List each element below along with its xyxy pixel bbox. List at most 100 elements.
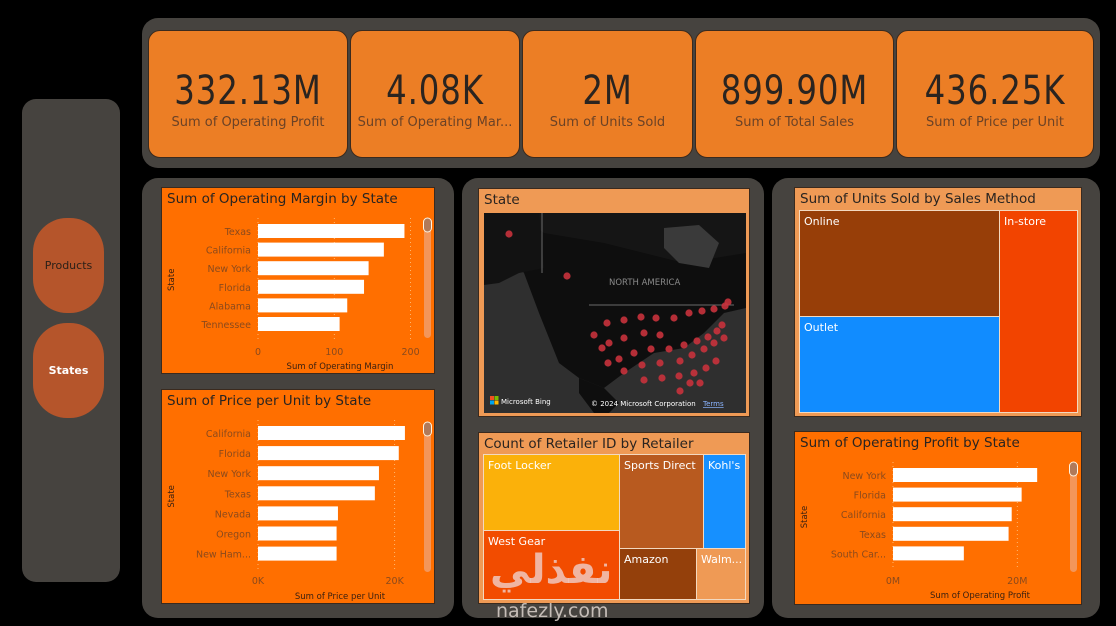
map-svg: NORTH AMERICA Microsoft Bing © 2024 Micr… [484,213,746,413]
bar[interactable] [258,279,365,294]
map-dot[interactable] [688,351,696,359]
kpi-card-operating-margin[interactable]: 4.08K Sum of Operating Mar... [350,30,520,158]
bar[interactable] [258,261,369,276]
bar[interactable] [258,446,399,461]
map-dot[interactable] [630,349,638,357]
map-dot[interactable] [665,345,673,353]
y-category-label: New York [207,469,251,480]
map-dot[interactable] [676,387,684,395]
map-dot[interactable] [670,314,678,322]
map-dot[interactable] [605,339,613,347]
map-dot[interactable] [652,314,660,322]
state-map-visual[interactable]: State NORTH AMERICA Microsoft Bing © 202… [478,188,750,417]
map-dot[interactable] [718,321,726,329]
map-dot[interactable] [598,344,606,352]
treemap-cell-foot-locker[interactable]: Foot Locker [483,454,620,531]
map-dot[interactable] [686,379,694,387]
treemap-cell-sports-direct[interactable]: Sports Direct [619,454,704,549]
bar[interactable] [893,526,1009,541]
kpi-card-total-sales[interactable]: 899.90M Sum of Total Sales [695,30,894,158]
bar[interactable] [258,466,379,481]
treemap-cell-outlet[interactable]: Outlet [799,316,1000,413]
map-dot[interactable] [505,230,513,238]
map-dot[interactable] [656,331,664,339]
map-dot[interactable] [712,357,720,365]
treemap-cell-amazon[interactable]: Amazon [619,548,697,600]
x-tick-label: 20M [1007,576,1027,587]
treemap-cell-walmart[interactable]: Walm... [696,548,746,600]
scrollbar-thumb[interactable] [423,217,432,233]
map-dot[interactable] [698,307,706,315]
map-dot[interactable] [680,341,688,349]
scrollbar-thumb[interactable] [1069,461,1078,477]
map-dot[interactable] [656,359,664,367]
bar[interactable] [258,426,405,440]
bar[interactable] [893,507,1012,522]
treemap-cell-online[interactable]: Online [799,210,1000,317]
nav-button-states[interactable]: States [33,323,104,418]
map-dot[interactable] [647,345,655,353]
scrollbar-thumb[interactable] [423,421,432,437]
map-dot[interactable] [563,272,571,280]
bar[interactable] [258,242,384,257]
map-dot[interactable] [704,333,712,341]
map-dot[interactable] [676,357,684,365]
bar[interactable] [258,526,337,541]
bar[interactable] [258,317,340,331]
kpi-card-units-sold[interactable]: 2M Sum of Units Sold [522,30,693,158]
map-dot[interactable] [604,359,612,367]
operating-profit-by-state-chart[interactable]: Sum of Operating Profit by State 0M 20M Ne… [794,431,1082,605]
map-dot[interactable] [603,319,611,327]
map-dot[interactable] [620,334,628,342]
map-dot[interactable] [702,364,710,372]
scrollbar-track[interactable] [1070,462,1077,572]
x-axis-title: Sum of Price per Unit [295,592,386,602]
map-dot[interactable] [620,316,628,324]
retailer-treemap[interactable]: Count of Retailer ID by Retailer Foot Lo… [478,432,750,604]
map-dot[interactable] [710,305,718,313]
map-dot[interactable] [640,376,648,384]
map-dot[interactable] [658,374,666,382]
treemap-cell-west-gear[interactable]: West Gear [483,530,620,600]
treemap-cell-label: Walm... [701,553,743,566]
bar[interactable] [893,468,1038,482]
map-dot[interactable] [590,331,598,339]
kpi-card-price-per-unit[interactable]: 436.25K Sum of Price per Unit [896,30,1094,158]
bar[interactable] [893,487,1022,502]
terms-link[interactable]: Terms [702,400,724,408]
map-dot[interactable] [710,339,718,347]
treemap-cell-in-store[interactable]: In-store [999,210,1078,413]
kpi-card-operating-profit[interactable]: 332.13M Sum of Operating Profit [148,30,348,158]
bar[interactable] [258,546,337,561]
y-category-label: California [206,246,251,257]
map-dot[interactable] [638,361,646,369]
y-category-label: Florida [219,283,251,294]
map-dot[interactable] [724,298,732,306]
sales-method-treemap[interactable]: Sum of Units Sold by Sales Method Online… [794,187,1082,417]
bar[interactable] [258,298,348,313]
operating-margin-by-state-chart[interactable]: Sum of Operating Margin by State 0 100 200… [161,187,435,374]
map-dot[interactable] [720,334,728,342]
map-dot[interactable] [690,369,698,377]
map-dot[interactable] [685,309,693,317]
bar[interactable] [893,546,964,561]
map-dot[interactable] [615,355,623,363]
map-dot[interactable] [696,379,704,387]
map-dot[interactable] [640,329,648,337]
map-dot[interactable] [713,327,721,335]
treemap-cell-kohls[interactable]: Kohl's [703,454,746,549]
map-dot[interactable] [637,313,645,321]
scrollbar-track[interactable] [424,218,431,338]
map-dot[interactable] [693,337,701,345]
map-dot[interactable] [675,372,683,380]
map-dot[interactable] [620,367,628,375]
bar[interactable] [258,486,375,501]
x-tick-label: 20K [386,576,405,587]
scrollbar-track[interactable] [424,422,431,572]
map-dot[interactable] [700,345,708,353]
nav-button-products[interactable]: Products [33,218,104,313]
bar[interactable] [258,224,405,238]
price-per-unit-by-state-chart[interactable]: Sum of Price per Unit by State 0K 20K Cali… [161,389,435,604]
bar[interactable] [258,506,338,521]
map-canvas[interactable]: NORTH AMERICA Microsoft Bing © 2024 Micr… [484,213,746,413]
